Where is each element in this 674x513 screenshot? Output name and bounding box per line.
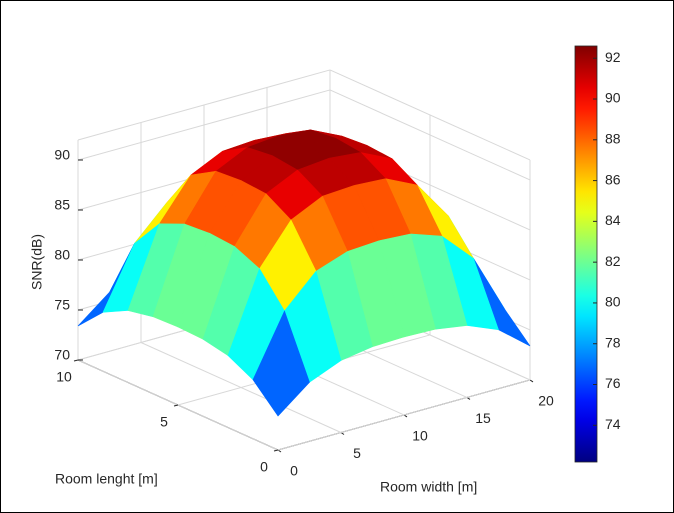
grid-line [329,89,531,181]
y-tick [173,404,179,407]
colorbar-tick-label: 90 [605,90,621,106]
colorbar-tick-label: 92 [605,49,621,65]
x-tick [529,379,534,383]
z-tick-label: 75 [54,297,70,313]
colorbar-tick-label: 80 [605,294,621,310]
x-tick-label: 0 [290,463,298,479]
z-tick-label: 90 [54,147,70,163]
labels: SNR(dB) Room lenght [m] Room width [m] 0… [29,147,554,495]
z-tick-label: 80 [54,247,70,263]
y-tick-label: 0 [260,459,268,475]
x-tick-label: 5 [353,445,361,461]
colorbar-fill [574,45,598,463]
colorbar-tick-label: 84 [605,212,621,228]
grid-line [77,89,331,161]
y-axis-label: Room lenght [m] [55,471,158,487]
z-tick-label: 70 [54,347,70,363]
colorbar: 74 76 78 80 82 84 86 88 90 92 [574,45,621,463]
y-tick [273,449,279,452]
colorbar-tick-label: 76 [605,375,621,391]
z-tick-label: 85 [54,197,70,213]
x-tick-label: 20 [538,393,554,409]
colorbar-tick-label: 88 [605,131,621,147]
surface [77,129,531,417]
grid-line [277,379,531,451]
colorbar-tick-label: 86 [605,171,621,187]
colorbar-tick-label: 78 [605,334,621,350]
x-tick-label: 10 [412,428,428,444]
surface-patch [252,310,310,417]
colorbar-tick-label: 82 [605,253,621,269]
y-tick-label: 5 [160,414,168,430]
x-tick-label: 15 [475,410,491,426]
x-axis-label: Room width [m] [380,479,477,495]
y-tick [73,359,79,362]
y-tick-label: 10 [56,369,72,385]
z-axis-label: SNR(dB) [29,234,45,290]
colorbar-tick-label: 74 [605,416,621,432]
